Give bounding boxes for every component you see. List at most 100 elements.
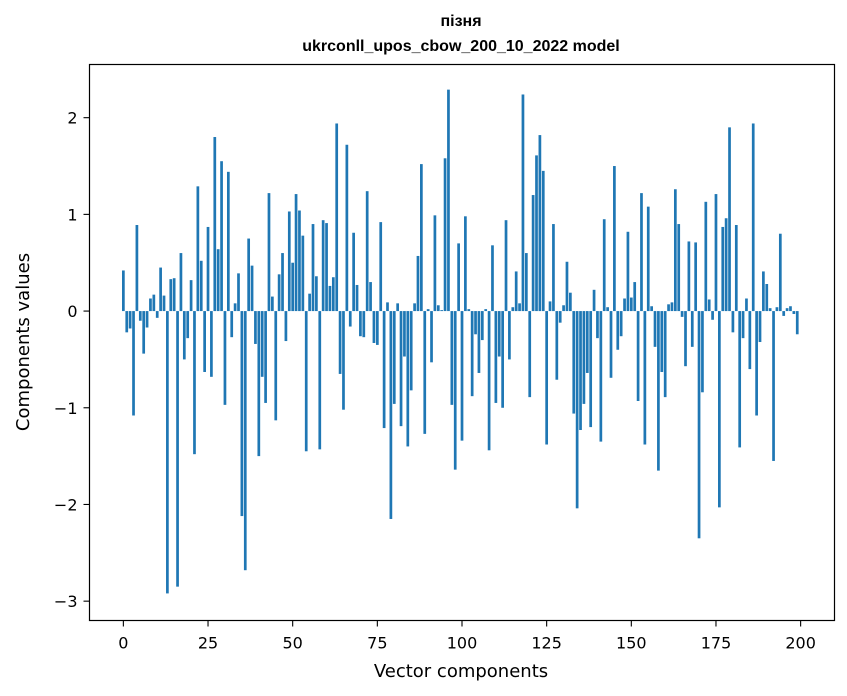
bar bbox=[504, 220, 508, 312]
bar bbox=[640, 193, 643, 312]
bar bbox=[480, 311, 484, 341]
bar bbox=[487, 311, 491, 451]
bar bbox=[243, 311, 247, 571]
bar bbox=[375, 311, 379, 345]
bars-group bbox=[122, 89, 799, 594]
bar bbox=[707, 299, 711, 312]
bar bbox=[328, 285, 332, 312]
bar bbox=[585, 311, 589, 373]
bar bbox=[176, 311, 179, 587]
bar bbox=[403, 311, 406, 357]
bar bbox=[660, 311, 664, 372]
bar bbox=[751, 123, 755, 312]
bar bbox=[738, 311, 742, 448]
bar bbox=[555, 311, 559, 380]
bar bbox=[711, 311, 714, 320]
bar bbox=[762, 271, 765, 312]
bar bbox=[230, 311, 234, 338]
bar bbox=[602, 219, 606, 312]
bar bbox=[714, 194, 718, 312]
bar bbox=[250, 265, 254, 312]
y-tick-label: 0 bbox=[67, 302, 77, 321]
bar bbox=[396, 303, 400, 312]
bar bbox=[182, 311, 186, 360]
x-tick-label: 100 bbox=[447, 634, 478, 653]
bar bbox=[352, 232, 355, 312]
bar bbox=[524, 253, 528, 312]
bar bbox=[670, 302, 674, 312]
bar bbox=[457, 243, 460, 312]
bar bbox=[650, 306, 653, 312]
bar bbox=[193, 311, 196, 455]
bar bbox=[731, 311, 735, 333]
bar bbox=[423, 311, 427, 434]
bar bbox=[718, 311, 721, 508]
bar bbox=[609, 311, 613, 378]
bar bbox=[470, 311, 474, 397]
bar bbox=[362, 311, 366, 338]
bar bbox=[484, 309, 488, 312]
bar bbox=[623, 298, 626, 312]
bar bbox=[464, 216, 467, 312]
bar bbox=[331, 277, 335, 312]
x-axis-label: Vector components bbox=[374, 661, 548, 682]
bar bbox=[677, 224, 681, 312]
bar bbox=[646, 206, 650, 312]
bar bbox=[443, 158, 447, 312]
bar bbox=[433, 215, 437, 312]
bar bbox=[541, 170, 545, 312]
bar bbox=[308, 293, 311, 312]
bar bbox=[531, 195, 535, 312]
bar bbox=[189, 280, 193, 312]
bar bbox=[128, 311, 132, 329]
x-tick-label: 0 bbox=[118, 634, 128, 653]
bar bbox=[687, 241, 691, 312]
bar bbox=[589, 311, 593, 428]
bar bbox=[240, 311, 244, 517]
bar bbox=[643, 311, 647, 445]
chart-subtitle: ukrconll_upos_cbow_200_10_2022 model bbox=[302, 38, 619, 55]
bar bbox=[325, 223, 328, 312]
bar bbox=[145, 311, 149, 328]
bar bbox=[301, 235, 305, 312]
bar bbox=[789, 306, 792, 312]
bar bbox=[166, 311, 169, 594]
bar bbox=[125, 311, 129, 333]
bar bbox=[365, 191, 369, 312]
bar bbox=[494, 311, 498, 403]
bar bbox=[701, 311, 704, 393]
bar bbox=[206, 226, 210, 312]
bar bbox=[155, 311, 159, 318]
bar bbox=[430, 311, 433, 363]
bar bbox=[311, 224, 315, 312]
bar bbox=[413, 303, 416, 312]
bar bbox=[138, 311, 142, 321]
bar bbox=[755, 311, 758, 416]
y-axis-label: Components values bbox=[13, 253, 34, 431]
bar bbox=[271, 296, 274, 312]
bar bbox=[782, 311, 786, 316]
bar bbox=[196, 186, 200, 312]
bar bbox=[768, 308, 772, 312]
bar bbox=[785, 308, 789, 312]
bar bbox=[389, 311, 393, 519]
bar bbox=[497, 311, 501, 357]
bar bbox=[277, 274, 281, 312]
bar bbox=[477, 311, 481, 373]
bar bbox=[406, 311, 410, 447]
bar bbox=[778, 233, 782, 312]
bar bbox=[321, 220, 325, 312]
bar bbox=[514, 271, 518, 312]
bar bbox=[626, 231, 630, 312]
bar bbox=[213, 137, 217, 312]
bar bbox=[728, 127, 731, 312]
x-tick-label: 200 bbox=[785, 634, 816, 653]
bar bbox=[281, 253, 284, 312]
bar bbox=[474, 311, 477, 335]
bar bbox=[436, 305, 440, 312]
bar bbox=[450, 311, 454, 405]
y-tick-label: −3 bbox=[54, 592, 78, 611]
bar bbox=[199, 260, 203, 312]
bar bbox=[558, 311, 562, 323]
bar bbox=[122, 270, 125, 312]
